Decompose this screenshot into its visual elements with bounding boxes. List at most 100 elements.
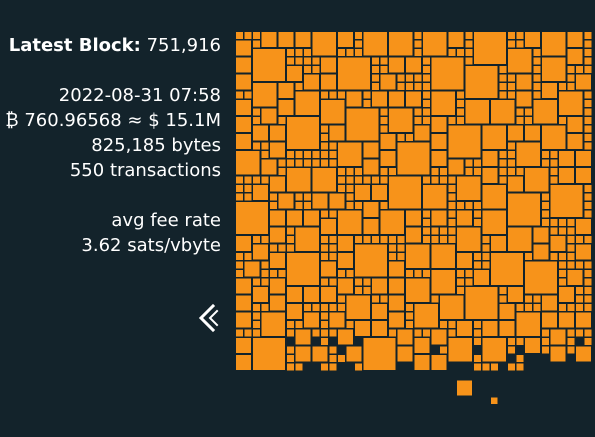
transaction-block[interactable] [423, 83, 430, 90]
transaction-block[interactable] [270, 295, 285, 311]
transaction-block[interactable] [244, 253, 252, 260]
transaction-block[interactable] [559, 270, 566, 277]
transaction-block[interactable] [355, 185, 370, 200]
transaction-block[interactable] [576, 236, 583, 243]
transaction-block[interactable] [346, 270, 354, 277]
transaction-block[interactable] [397, 134, 405, 141]
transaction-block[interactable] [287, 253, 319, 285]
transaction-block[interactable] [270, 210, 285, 226]
transaction-block[interactable] [295, 159, 303, 167]
transaction-block[interactable] [499, 295, 507, 303]
transaction-block[interactable] [236, 117, 251, 132]
transaction-block[interactable] [559, 91, 583, 116]
transaction-block[interactable] [576, 168, 591, 183]
transaction-block[interactable] [508, 49, 532, 73]
transaction-block[interactable] [380, 57, 388, 65]
transaction-block[interactable] [465, 202, 473, 209]
transaction-block[interactable] [389, 329, 396, 337]
transaction-block[interactable] [508, 125, 523, 141]
transaction-block[interactable] [355, 32, 362, 39]
transaction-block[interactable] [584, 142, 592, 150]
transaction-block[interactable] [567, 117, 583, 132]
transaction-block[interactable] [338, 57, 370, 90]
transaction-block[interactable] [550, 253, 558, 260]
transaction-block[interactable] [508, 151, 515, 158]
transaction-block[interactable] [329, 236, 337, 243]
transaction-block[interactable] [338, 185, 345, 192]
transaction-block[interactable] [525, 117, 532, 124]
transaction-block[interactable] [346, 321, 354, 328]
transaction-block[interactable] [270, 244, 277, 252]
transaction-block[interactable] [278, 159, 286, 167]
transaction-block[interactable] [533, 100, 558, 124]
transaction-block[interactable] [244, 261, 260, 277]
transaction-block[interactable] [236, 193, 243, 201]
transaction-block[interactable] [414, 49, 422, 56]
transaction-block[interactable] [287, 49, 294, 56]
transaction-block[interactable] [431, 151, 447, 166]
transaction-block[interactable] [270, 278, 285, 294]
transaction-block[interactable] [244, 193, 252, 201]
transaction-block[interactable] [559, 168, 574, 183]
transaction-block[interactable] [550, 176, 558, 184]
transaction-block[interactable] [423, 74, 430, 82]
transaction-block[interactable] [423, 108, 430, 116]
transaction-block[interactable] [584, 117, 592, 124]
transaction-block[interactable] [236, 185, 243, 192]
transaction-block[interactable] [261, 176, 269, 184]
transaction-block[interactable] [355, 202, 362, 209]
transaction-block[interactable] [346, 185, 354, 192]
transaction-block[interactable] [448, 236, 456, 243]
transaction-block[interactable] [567, 338, 575, 345]
transaction-block[interactable] [321, 236, 328, 243]
transaction-block[interactable] [278, 193, 294, 209]
transaction-block[interactable] [457, 380, 472, 396]
transaction-block[interactable] [508, 193, 540, 226]
transaction-block[interactable] [414, 329, 422, 337]
transaction-block[interactable] [584, 57, 592, 65]
transaction-block[interactable] [457, 176, 481, 201]
transaction-block[interactable] [584, 278, 592, 286]
transaction-block[interactable] [338, 253, 353, 268]
transaction-block[interactable] [559, 219, 566, 226]
transaction-block[interactable] [567, 329, 575, 337]
transaction-block[interactable] [423, 329, 430, 337]
transaction-block[interactable] [542, 57, 566, 82]
transaction-block[interactable] [533, 304, 541, 311]
transaction-block[interactable] [516, 142, 541, 167]
transaction-block[interactable] [329, 193, 345, 209]
transaction-block[interactable] [261, 159, 277, 175]
transaction-block[interactable] [270, 193, 277, 201]
transaction-block[interactable] [431, 176, 439, 184]
transaction-block[interactable] [414, 40, 422, 48]
transaction-block[interactable] [304, 304, 311, 311]
transaction-block[interactable] [236, 312, 251, 328]
transaction-block[interactable] [465, 32, 473, 39]
transaction-block[interactable] [355, 278, 362, 286]
transaction-block[interactable] [355, 168, 362, 175]
transaction-block[interactable] [525, 125, 540, 141]
transaction-block[interactable] [567, 346, 575, 354]
transaction-block[interactable] [397, 244, 405, 252]
transaction-block[interactable] [236, 329, 243, 337]
transaction-block[interactable] [321, 253, 328, 260]
transaction-block[interactable] [236, 202, 268, 234]
transaction-block[interactable] [355, 176, 362, 184]
transaction-block[interactable] [278, 270, 286, 277]
transaction-block[interactable] [567, 261, 575, 269]
transaction-block[interactable] [363, 278, 371, 286]
transaction-block[interactable] [542, 151, 549, 158]
transaction-block[interactable] [533, 91, 541, 99]
transaction-block[interactable] [253, 185, 268, 200]
transaction-block[interactable] [329, 329, 337, 337]
transaction-block[interactable] [287, 329, 294, 337]
transaction-block[interactable] [482, 261, 490, 269]
transaction-block[interactable] [567, 270, 583, 285]
transaction-block[interactable] [389, 261, 404, 277]
transaction-block[interactable] [567, 253, 575, 260]
transaction-block[interactable] [499, 304, 515, 319]
transaction-block[interactable] [261, 142, 269, 150]
transaction-block[interactable] [508, 74, 515, 82]
transaction-block[interactable] [321, 219, 336, 234]
transaction-block[interactable] [338, 176, 345, 184]
